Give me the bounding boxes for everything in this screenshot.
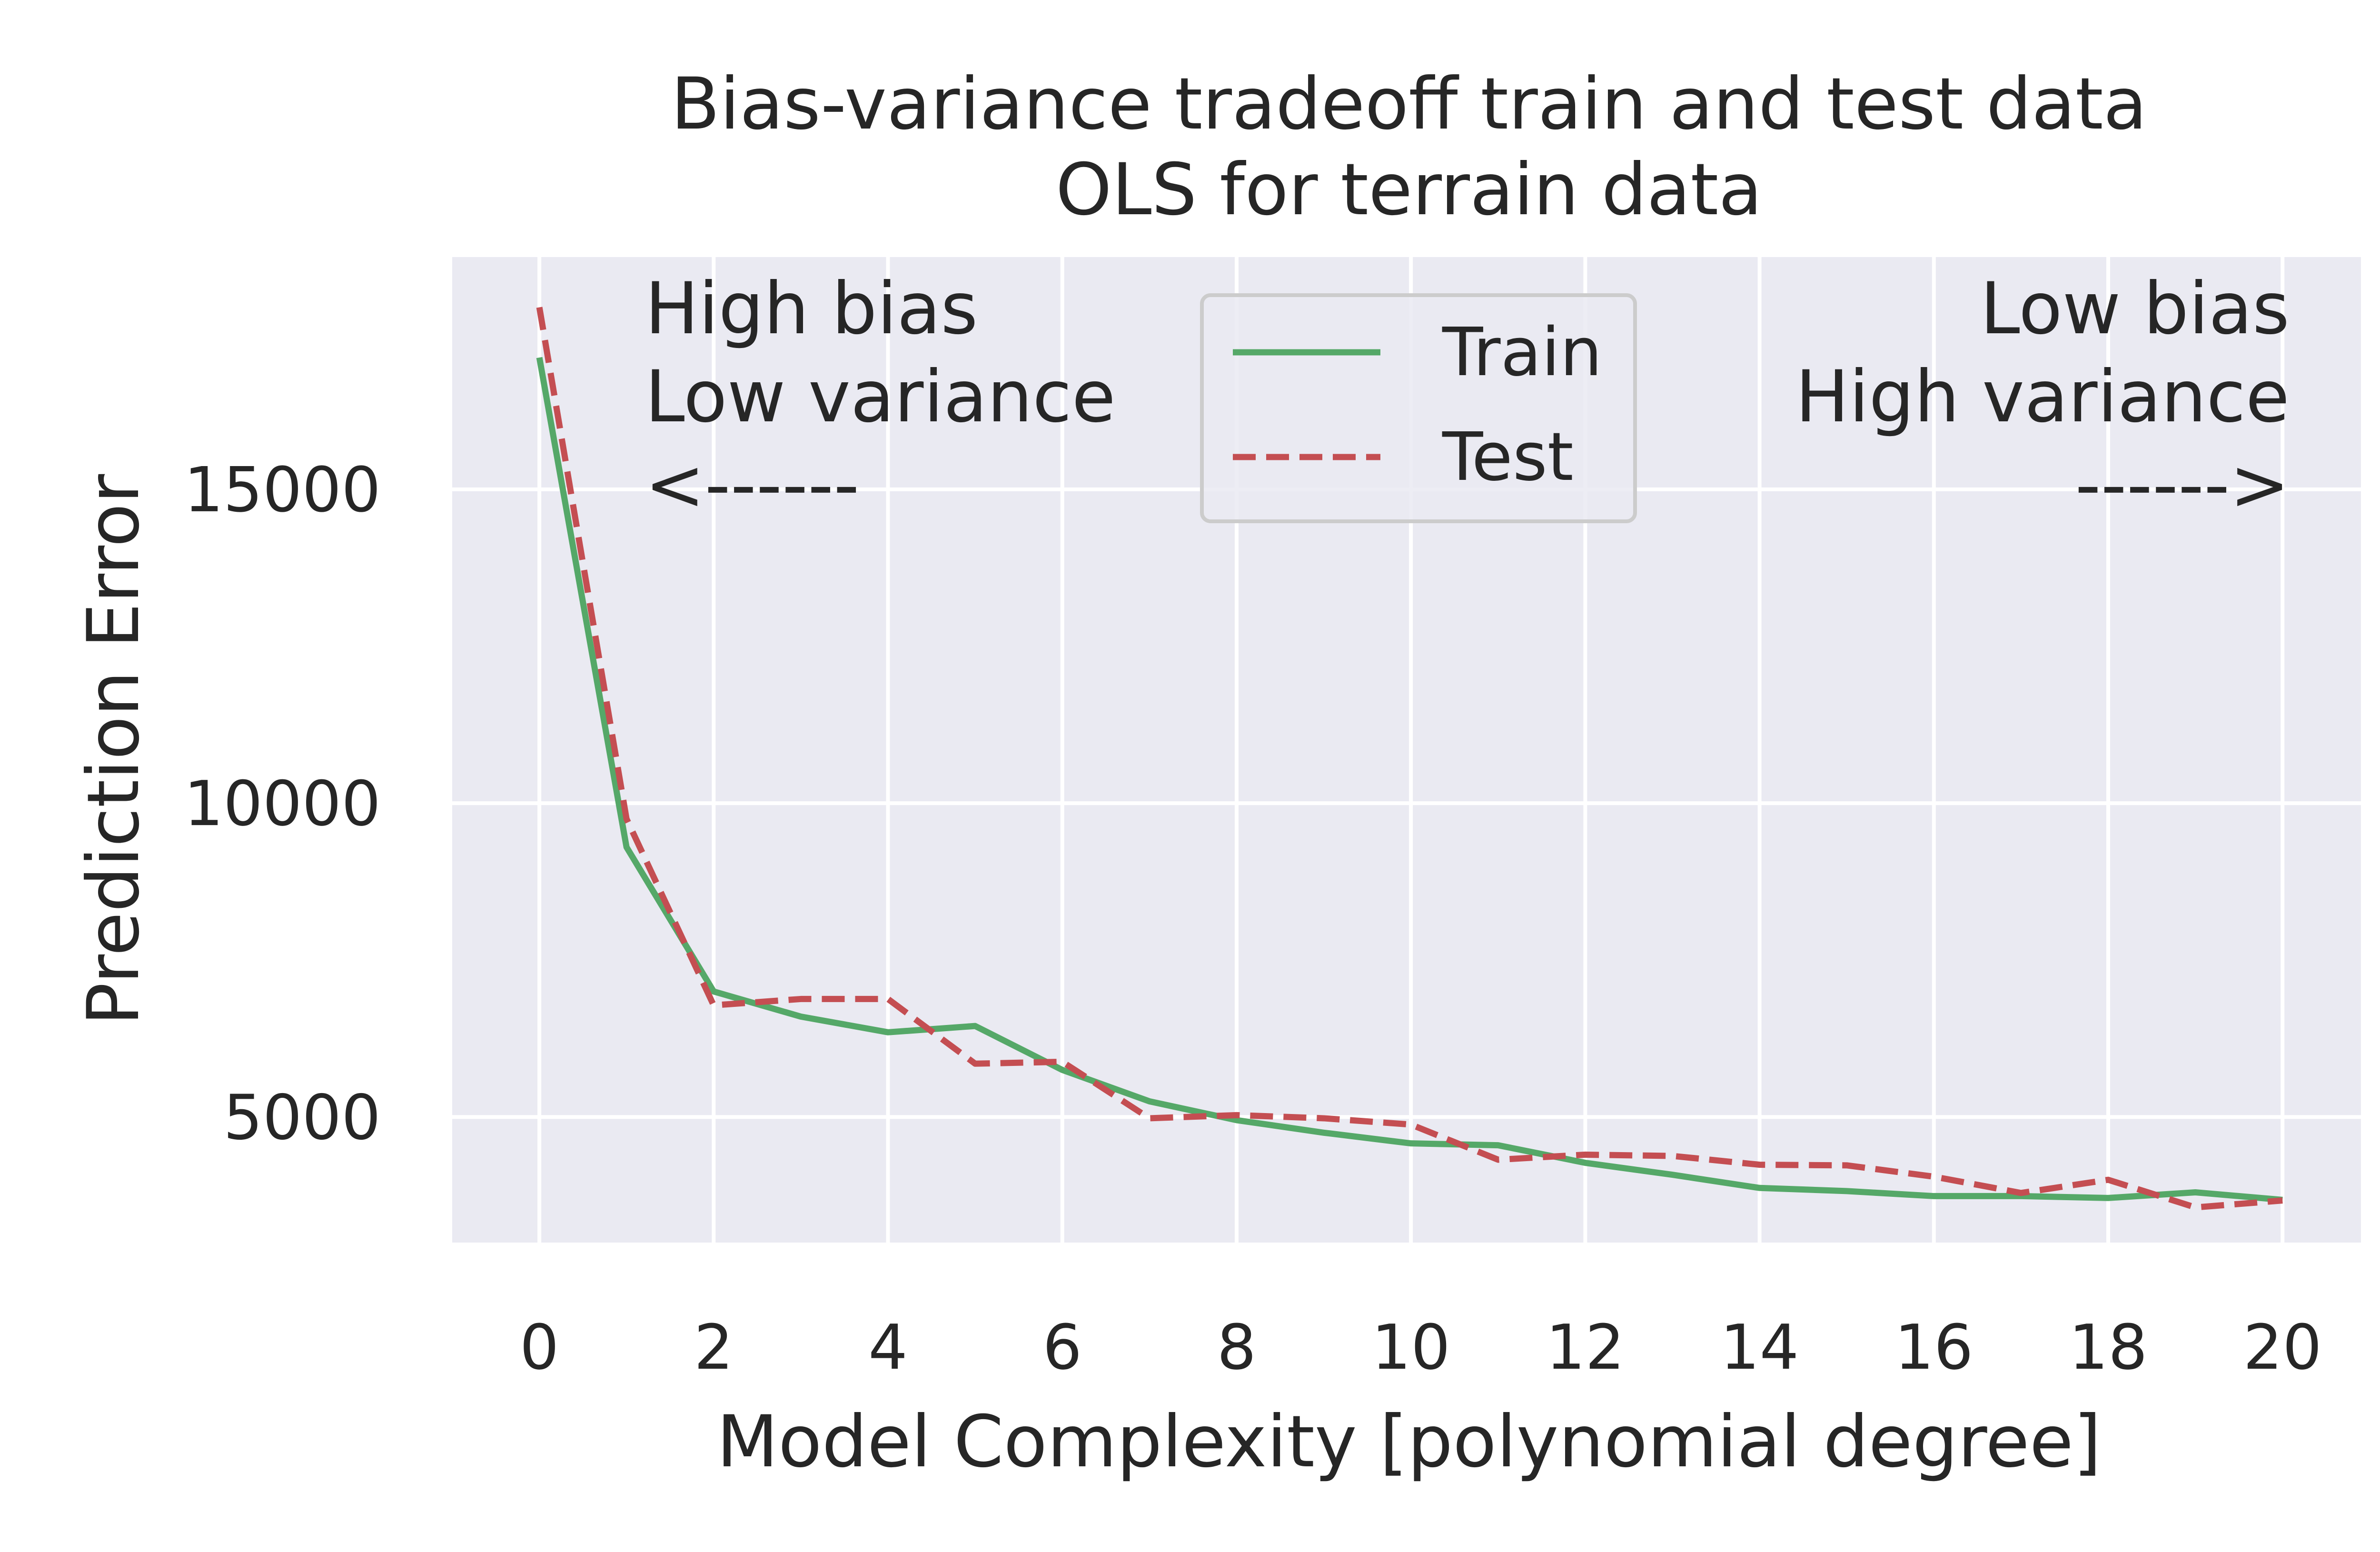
series-lines [536,307,2283,1211]
series-line-train [536,357,2283,1203]
legend-label-train: Train [1442,314,1602,391]
annotation-left-line: High bias [645,268,978,350]
x-tick-label: 16 [1894,1311,1973,1383]
x-tick-label: 20 [2243,1311,2321,1383]
x-tick-label: 14 [1720,1311,1799,1383]
x-axis-ticks: 0 2 4 6 8 10 12 14 16 18 20 [520,1311,2322,1383]
x-tick-label: 2 [694,1311,734,1383]
x-axis-label: Model Complexity [polynomial degree] [717,1401,2102,1483]
legend-label-test: Test [1442,418,1574,496]
y-axis-label: Prediction Error [72,474,155,1025]
chart-title-line: Bias-variance tradeoff train and test da… [671,63,2147,146]
legend: Train Test [1200,293,1637,523]
y-tick-label: 15000 [184,454,381,526]
x-tick-label: 0 [520,1311,559,1383]
annotation-left-line: <------ [645,444,859,527]
annotation-right-line: Low bias [1980,268,2290,350]
x-tick-label: 8 [1217,1311,1257,1383]
chart-title: Bias-variance tradeoff train and test da… [671,63,2147,231]
y-axis-ticks: 5000 10000 15000 [184,454,381,1154]
series-line-test [536,307,2283,1211]
x-tick-label: 10 [1371,1311,1450,1383]
annotation-left-line: Low variance [645,356,1116,438]
annotation-right-line: ------> [2075,444,2290,527]
x-tick-label: 18 [2069,1311,2147,1383]
y-tick-label: 10000 [184,767,381,840]
x-tick-label: 4 [868,1311,908,1383]
x-tick-label: 12 [1546,1311,1625,1383]
y-tick-label: 5000 [223,1081,381,1154]
x-tick-label: 6 [1042,1311,1082,1383]
annotation-right-line: High variance [1795,356,2290,438]
chart-title-line: OLS for terrain data [1056,149,1762,231]
